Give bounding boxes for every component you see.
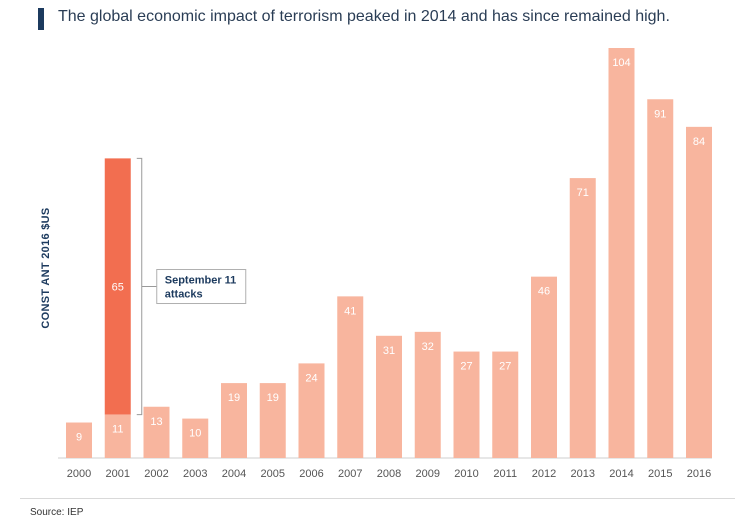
bar-value-label-2001: 11 [112, 424, 123, 436]
x-tick-label-2005: 2005 [261, 468, 285, 480]
bar-2012 [531, 276, 557, 458]
x-tick-label-2007: 2007 [338, 468, 362, 480]
x-tick-label-2008: 2008 [377, 468, 401, 480]
title-accent-bar [38, 8, 44, 30]
bar-2014 [608, 48, 635, 458]
bar-value-label-2016: 84 [693, 136, 705, 148]
bar-2001 [104, 414, 131, 458]
bar-value-label-2007: 41 [344, 305, 356, 317]
bar-highlight-2001 [104, 158, 131, 415]
x-tick-label-2009: 2009 [416, 468, 440, 480]
bar-value-label-2011: 27 [499, 361, 511, 373]
bar-highlight-value-label: 65 [112, 282, 124, 294]
source-divider [20, 498, 735, 499]
bar-value-label-2002: 13 [150, 416, 162, 428]
bar-2009 [414, 331, 441, 458]
annotation-box [156, 269, 247, 305]
x-tick-label-2015: 2015 [648, 468, 672, 480]
annotation-label-line2: attacks [165, 289, 203, 301]
bar-value-label-2015: 91 [654, 108, 666, 120]
bar-value-label-2014: 104 [612, 57, 630, 69]
bar-2006 [298, 363, 325, 458]
bar-value-label-2005: 19 [267, 392, 279, 404]
bar-2010 [453, 351, 480, 458]
x-tick-label-2004: 2004 [222, 468, 246, 480]
x-tick-label-2000: 2000 [67, 468, 91, 480]
x-tick-label-2013: 2013 [571, 468, 595, 480]
bar-2015 [647, 99, 674, 458]
bar-2003 [182, 418, 209, 458]
bar-value-label-2012: 46 [538, 286, 550, 298]
bar-2016 [686, 126, 712, 458]
bar-value-label-2013: 71 [577, 187, 589, 199]
bar-value-label-2006: 24 [305, 372, 317, 384]
x-tick-label-2006: 2006 [299, 468, 323, 480]
x-tick-label-2016: 2016 [687, 468, 711, 480]
bar-2007 [337, 296, 364, 458]
bar-value-label-2000: 9 [76, 432, 82, 444]
x-tick-label-2014: 2014 [609, 468, 633, 480]
bar-value-label-2010: 27 [460, 361, 472, 373]
x-tick-label-2011: 2011 [493, 468, 517, 480]
bar-value-label-2008: 31 [383, 345, 395, 357]
x-tick-label-2002: 2002 [144, 468, 168, 480]
bar-2005 [259, 383, 286, 458]
annotation-bracket [136, 157, 143, 416]
source-note: Source: IEP [30, 507, 84, 518]
chart-subtitle: The global economic impact of terrorism … [58, 8, 670, 25]
x-tick-label-2003: 2003 [183, 468, 207, 480]
bar-2013 [569, 178, 596, 458]
bar-2008 [376, 335, 402, 458]
bar-value-label-2004: 19 [228, 392, 240, 404]
bar-2004 [221, 383, 247, 458]
x-tick-label-2010: 2010 [454, 468, 478, 480]
bar-2000 [66, 422, 92, 458]
bar-2002 [143, 406, 170, 458]
bar-2011 [492, 351, 519, 458]
bar-value-label-2009: 32 [422, 341, 434, 353]
x-tick-label-2001: 2001 [106, 468, 130, 480]
bar-value-label-2003: 10 [189, 428, 201, 440]
annotation-label-line1: September 11 [165, 275, 237, 287]
x-tick-label-2012: 2012 [532, 468, 556, 480]
